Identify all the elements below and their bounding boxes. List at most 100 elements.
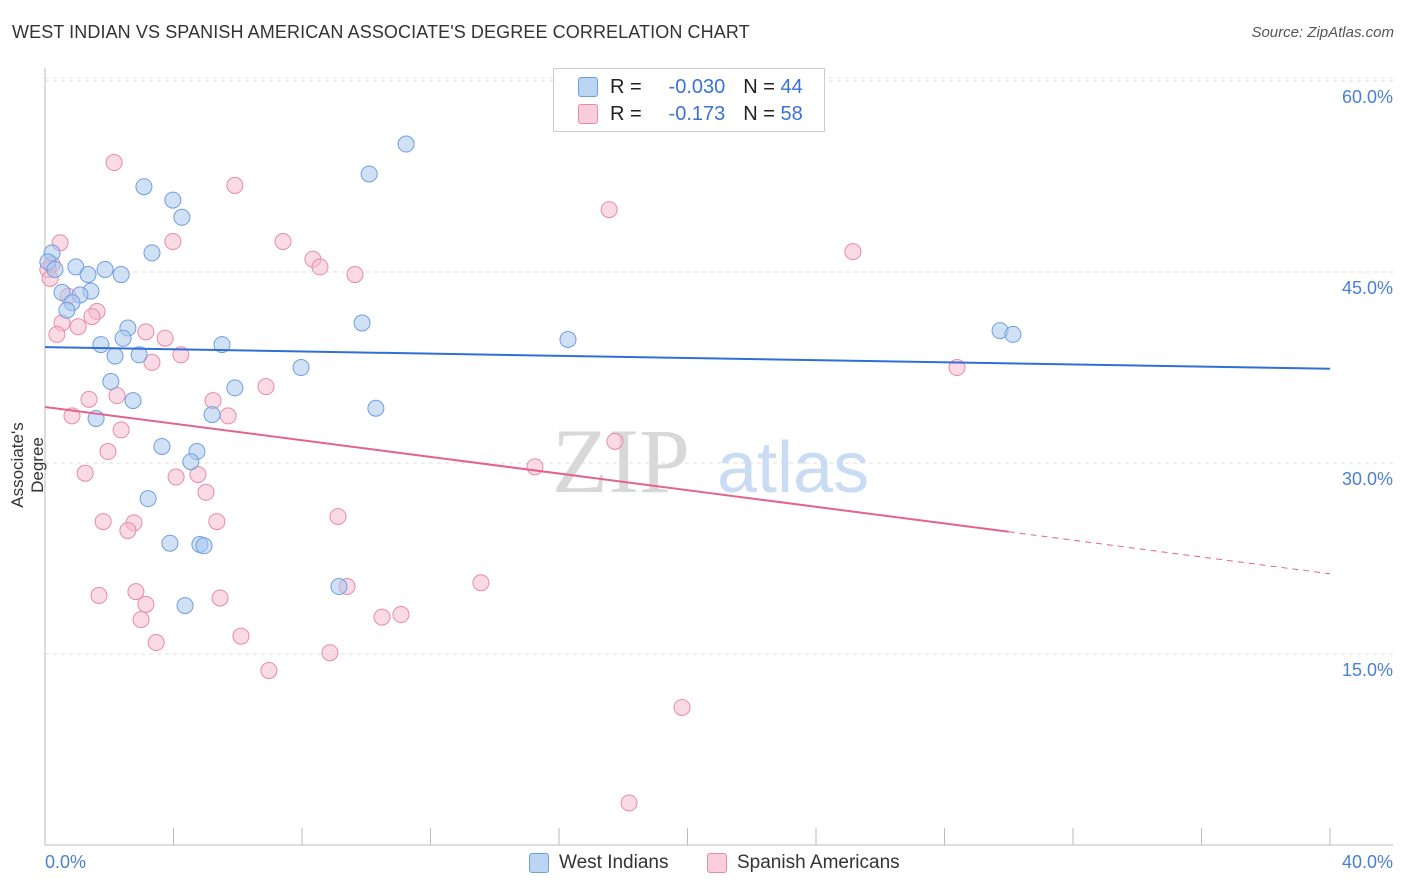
legend-item-west-indians: West Indians (529, 852, 668, 874)
west-indian-point (67, 258, 85, 276)
x-tick-label-min: 0.0% (45, 852, 87, 872)
spanish-american-point (232, 627, 250, 645)
chart-title: WEST INDIAN VS SPANISH AMERICAN ASSOCIAT… (12, 22, 750, 42)
spanish-american-point (392, 606, 410, 624)
legend-label: West Indians (559, 852, 669, 873)
legend-row-west-indians: R = -0.030 N = 44 (578, 74, 803, 100)
spanish-american-point (208, 513, 226, 531)
west-indian-point (79, 266, 97, 284)
spanish-american-point (164, 232, 182, 250)
spanish-american-point (167, 468, 185, 486)
spanish-american-point (260, 662, 278, 680)
west-indian-point (1004, 325, 1022, 343)
west-indian-point (226, 379, 244, 397)
west-indian-point (164, 191, 182, 209)
legend-row-spanish-americans: R = -0.173 N = 58 (578, 101, 803, 127)
west-indian-point (161, 534, 179, 552)
pink-swatch-icon (578, 104, 598, 124)
r-value: -0.173 (668, 102, 726, 125)
west-indian-point (102, 373, 120, 391)
spanish-american-point (311, 258, 329, 276)
r-label: R = (610, 102, 642, 125)
spanish-american-point (606, 432, 624, 450)
y-tick-label-15: 15.0% (1341, 660, 1393, 680)
west-indian-point (92, 336, 110, 354)
watermark-zip: ZIP (552, 410, 690, 512)
spanish-american-point (119, 521, 137, 539)
west-indian-point (135, 178, 153, 196)
y-axis-label: Associate's Degree (8, 422, 47, 508)
west-indians-trend-line (44, 346, 1331, 370)
west-indian-point (130, 346, 148, 364)
spanish-american-point (329, 507, 347, 525)
west-indian-point (114, 329, 132, 347)
west-indian-point (292, 359, 310, 377)
west-indian-point (353, 314, 371, 332)
spanish-american-point (69, 318, 87, 336)
spanish-american-point (673, 698, 691, 716)
spanish-american-point (257, 378, 275, 396)
west-indian-point (143, 244, 161, 262)
spanish-american-point (219, 407, 237, 425)
west-indian-point (213, 336, 231, 354)
n-label: N = (743, 75, 775, 98)
y-tick-label-45: 45.0% (1341, 278, 1393, 298)
spanish-american-point (147, 634, 165, 652)
r-label: R = (610, 75, 642, 98)
x-tick-label-max: 40.0% (1341, 852, 1393, 872)
blue-swatch-icon (529, 853, 549, 873)
y-tick-label-30: 30.0% (1341, 469, 1393, 489)
spanish-american-point (472, 574, 490, 592)
spanish-american-point (76, 464, 94, 482)
spanish-american-point (172, 346, 190, 364)
spanish-american-point (274, 232, 292, 250)
spanish-americans-trend-line (44, 405, 1009, 533)
spanish-american-point (211, 589, 229, 607)
spanish-american-point (80, 390, 98, 408)
spanish-american-point (600, 201, 618, 219)
west-indian-point (360, 165, 378, 183)
source-label: Source: ZipAtlas.com (1251, 24, 1394, 41)
spanish-american-point (99, 443, 117, 461)
watermark-atlas: atlas (717, 428, 869, 508)
spanish-american-point (844, 243, 862, 261)
west-indian-point (139, 490, 157, 508)
spanish-american-point (105, 154, 123, 172)
spanish-american-point (373, 608, 391, 626)
west-indian-point (559, 330, 577, 348)
n-value: 44 (780, 75, 803, 98)
west-indian-point (96, 260, 114, 278)
n-label: N = (743, 102, 775, 125)
spanish-american-point (143, 353, 161, 371)
west-indian-point (58, 301, 76, 319)
west-indian-point (176, 597, 194, 615)
spanish-american-point (83, 308, 101, 326)
west-indian-point (397, 135, 415, 153)
spanish-american-point (127, 583, 145, 601)
west-indian-point (330, 578, 348, 596)
legend-item-spanish-americans: Spanish Americans (707, 852, 900, 874)
spanish-americans-trend-extension (1008, 531, 1331, 575)
spanish-american-point (94, 513, 112, 531)
r-value: -0.030 (668, 75, 726, 98)
blue-swatch-icon (578, 77, 598, 97)
west-indian-point (153, 437, 171, 455)
spanish-american-point (137, 595, 155, 613)
west-indian-point (182, 453, 200, 471)
stats-legend: R = -0.030 N = 44 R = -0.173 N = 58 (553, 68, 825, 132)
west-indian-point (367, 399, 385, 417)
spanish-american-point (156, 329, 174, 347)
y-tick-label-60: 60.0% (1341, 87, 1393, 107)
spanish-american-point (108, 387, 126, 405)
west-indian-point (106, 347, 124, 365)
spanish-american-point (346, 266, 364, 284)
spanish-american-point (112, 421, 130, 439)
pink-swatch-icon (707, 853, 727, 873)
spanish-american-point (321, 644, 339, 662)
spanish-american-point (226, 176, 244, 194)
spanish-american-point (137, 323, 155, 341)
spanish-american-point (90, 586, 108, 604)
n-value: 58 (780, 102, 803, 125)
